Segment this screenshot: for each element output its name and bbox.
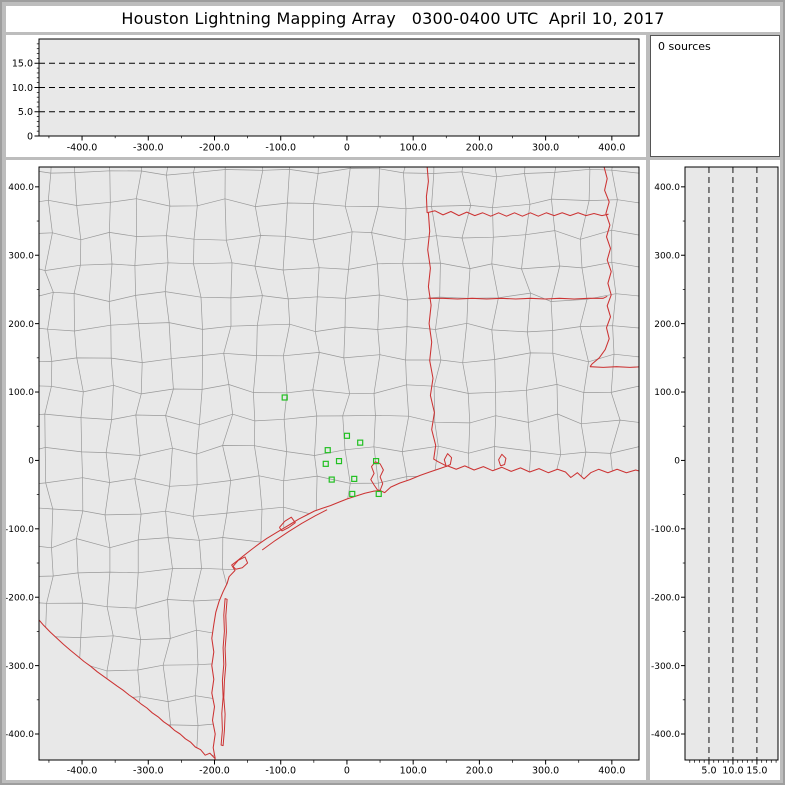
tick-label: -300.0 <box>6 662 34 672</box>
tick-label: -300.0 <box>133 143 164 154</box>
tick-label: -400.0 <box>6 730 34 740</box>
alt-vs-ew-plot: 0 5.0 10.0 15.0 -400.0 -300.0 -200.0 -100.0 0 100… <box>12 38 640 154</box>
lma-station-marker <box>328 476 335 483</box>
page-title: Houston Lightning Mapping Array 0300-040… <box>6 6 780 32</box>
tick-label: 0 <box>344 143 350 154</box>
tick-label: 10.0 <box>12 83 33 94</box>
lma-station-marker <box>322 460 329 467</box>
tick-label: 300.0 <box>654 251 680 261</box>
tick-label: 400.0 <box>598 766 625 777</box>
tick-label: 300.0 <box>8 251 34 261</box>
tick-label: -200.0 <box>199 143 230 154</box>
lma-stations <box>281 394 382 498</box>
tick-label: 100.0 <box>8 388 34 398</box>
tick-label: 10.0 <box>722 766 743 777</box>
alt-vs-ns-plot: 5.0 10.0 15.0 400.0 300.0 200.0 100.0 0 -100.0 -2… <box>651 166 779 777</box>
tick-label: 100.0 <box>654 388 680 398</box>
tick-label: 400.0 <box>598 143 625 154</box>
source-count-panel: 0 sources <box>650 35 780 157</box>
lma-station-marker <box>281 394 288 401</box>
tick-label: -100.0 <box>265 766 296 777</box>
tick-label: 400.0 <box>8 183 34 193</box>
lma-station-marker <box>349 490 356 498</box>
lma-station-marker <box>335 458 343 465</box>
tick-label: -200.0 <box>6 593 34 603</box>
tick-label: 200.0 <box>654 320 680 330</box>
tick-label: 0 <box>344 766 350 777</box>
lma-station-marker <box>372 458 380 465</box>
tick-label: -200.0 <box>199 766 230 777</box>
tick-label: 300.0 <box>532 766 559 777</box>
lma-station-marker <box>324 447 331 454</box>
source-count-text: 0 sources <box>658 40 711 53</box>
plan-view-panel: -400.0 -300.0 -200.0 -100.0 0 100.0 200.0 300.0… <box>6 160 646 780</box>
lma-station-marker <box>357 439 364 446</box>
tick-label: -200.0 <box>651 593 680 603</box>
tick-label: 100.0 <box>400 766 427 777</box>
tick-label: 300.0 <box>532 143 559 154</box>
tick-label: 200.0 <box>8 320 34 330</box>
lma-station-marker <box>351 475 358 482</box>
tick-label: -100.0 <box>6 525 34 535</box>
tick-label: -100.0 <box>651 525 680 535</box>
tick-label: -300.0 <box>133 766 164 777</box>
tick-label: 0 <box>27 131 33 142</box>
tick-label: 5.0 <box>18 107 33 118</box>
tick-label: -300.0 <box>651 662 680 672</box>
tick-label: 400.0 <box>654 183 680 193</box>
alt-vs-ew-panel: 0 5.0 10.0 15.0 -400.0 -300.0 -200.0 -100.0 0 100… <box>6 35 646 157</box>
tick-label: 15.0 <box>746 766 767 777</box>
tick-label: 200.0 <box>466 766 493 777</box>
alt-vs-ns-panel: 5.0 10.0 15.0 400.0 300.0 200.0 100.0 0 -100.0 -2… <box>650 160 780 780</box>
tick-label: 0 <box>28 457 34 467</box>
tick-label: -400.0 <box>651 730 680 740</box>
tick-label: 200.0 <box>466 143 493 154</box>
tick-label: 5.0 <box>701 766 716 777</box>
state-borders-coastline <box>39 167 639 760</box>
tick-label: 100.0 <box>400 143 427 154</box>
tick-label: 15.0 <box>12 59 33 70</box>
tick-label: -100.0 <box>265 143 296 154</box>
tick-label: -400.0 <box>67 143 98 154</box>
plan-view-map: -400.0 -300.0 -200.0 -100.0 0 100.0 200.0 300.0… <box>6 166 640 777</box>
tick-label: -400.0 <box>67 766 98 777</box>
tick-label: 0 <box>674 457 680 467</box>
lma-station-marker <box>343 432 351 439</box>
lma-station-marker <box>375 490 382 498</box>
